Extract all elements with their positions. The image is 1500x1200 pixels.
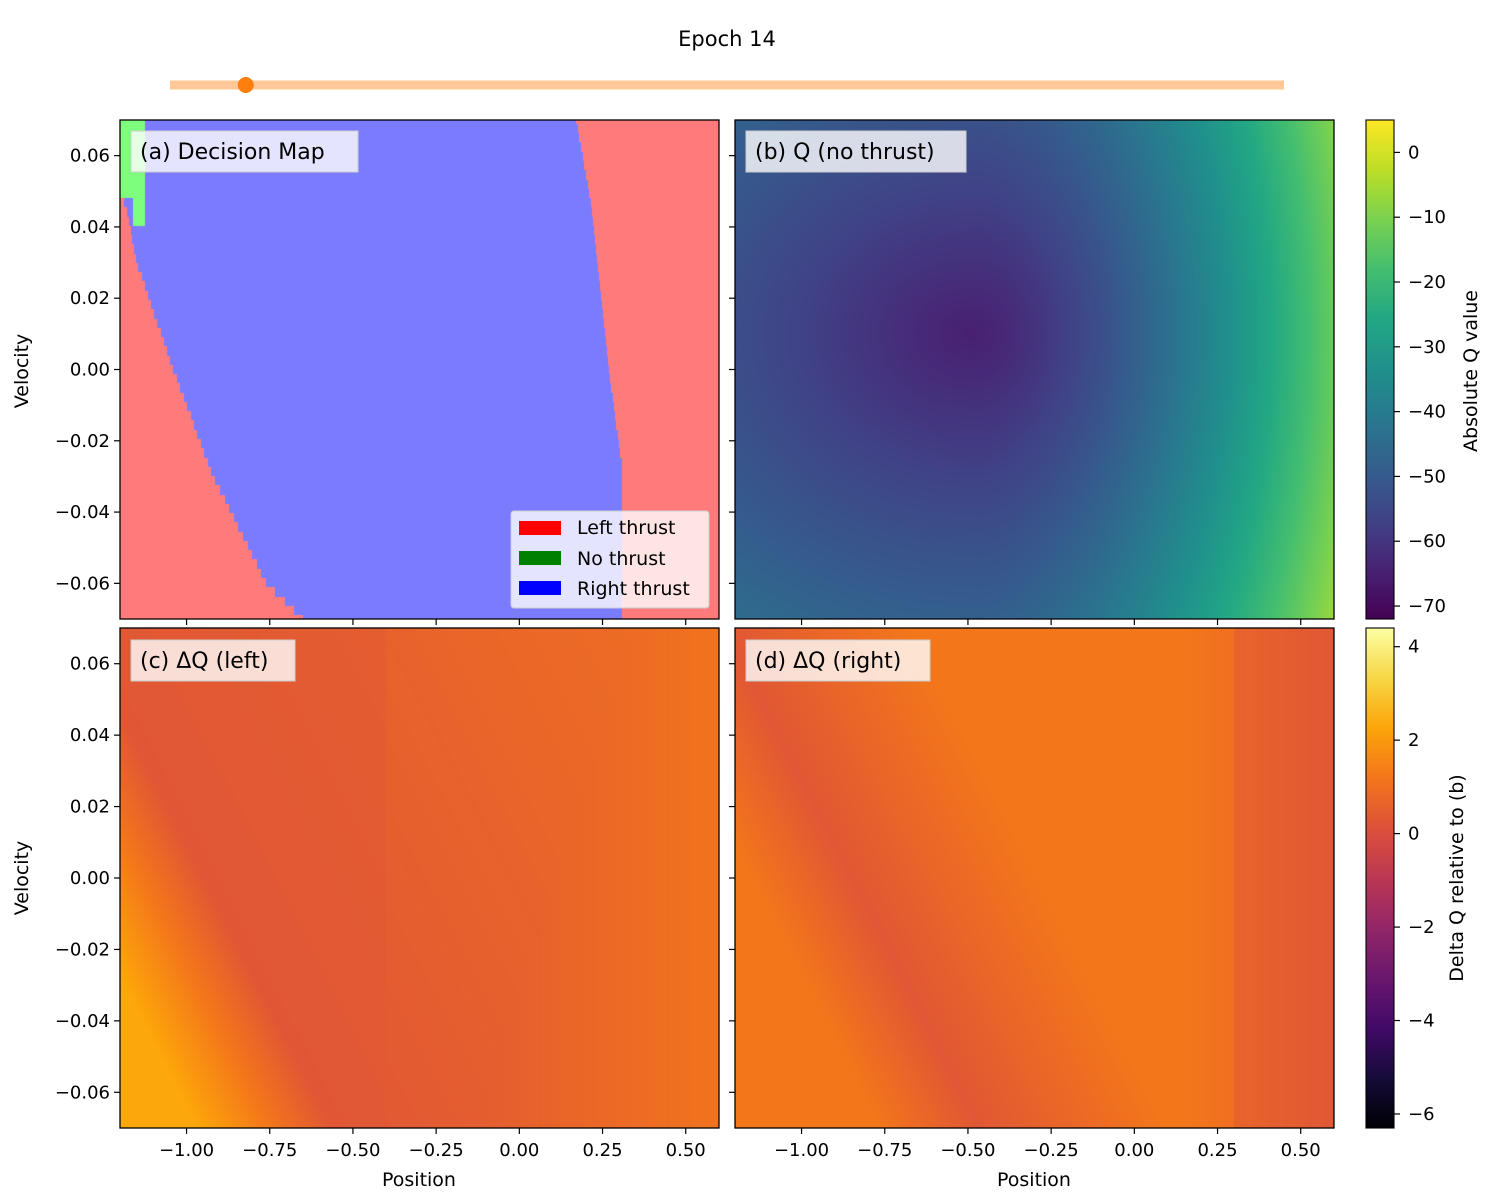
colorbar-absolute-label: Absolute Q value [1460, 290, 1482, 452]
panel-b-image [735, 120, 1334, 619]
legend-swatch-left [519, 521, 561, 535]
y-axis-label-top: Velocity [11, 334, 33, 409]
x-tick-label: 0.00 [1114, 1140, 1154, 1161]
x-tick-label: −0.50 [940, 1140, 995, 1161]
y-tick-label: −0.04 [55, 1011, 110, 1032]
y-tick-label: 0.06 [70, 146, 110, 167]
panel-d-title-box: (d) ΔQ (right) [745, 639, 931, 682]
colorbar-tick-label: 2 [1408, 730, 1419, 751]
x-tick-label: −1.00 [774, 1140, 829, 1161]
y-tick-label: 0.02 [70, 288, 110, 309]
y-tick-label: 0.00 [70, 868, 110, 889]
x-tick-label: 0.25 [582, 1140, 622, 1161]
x-axis-label-right: Position [997, 1169, 1071, 1191]
y-tick-label: −0.02 [55, 431, 110, 452]
y-tick-label: −0.02 [55, 939, 110, 960]
x-tick-label: 0.00 [499, 1140, 539, 1161]
colorbar-tick-label: −2 [1408, 917, 1435, 938]
legend-label-right: Right thrust [577, 578, 690, 600]
legend-label-none: No thrust [577, 548, 666, 570]
panel-c-title-box: (c) ΔQ (left) [130, 639, 296, 682]
x-tick-label: −0.50 [325, 1140, 380, 1161]
colorbar-tick-label: −10 [1408, 207, 1446, 228]
colorbar-tick-label: −30 [1408, 337, 1446, 358]
epoch-title: Epoch 14 [678, 27, 776, 51]
y-tick-label: 0.06 [70, 654, 110, 675]
x-tick-label: 0.25 [1197, 1140, 1237, 1161]
colorbar-tick-label: −20 [1408, 272, 1446, 293]
legend-label-left: Left thrust [577, 517, 675, 539]
x-tick-label: −0.25 [409, 1140, 464, 1161]
y-tick-label: 0.02 [70, 797, 110, 818]
colorbar-tick-label: −4 [1408, 1011, 1435, 1032]
panel-a-title: (a) Decision Map [140, 140, 325, 165]
colorbar-delta-frame [1365, 627, 1395, 1129]
colorbar-delta-image [1366, 628, 1394, 1128]
y-tick-label: −0.04 [55, 502, 110, 523]
colorbar-absolute-image [1366, 120, 1394, 619]
colorbar-tick-label: 4 [1408, 637, 1419, 658]
y-axis-label-bottom: Velocity [11, 841, 33, 916]
panel-d-title: (d) ΔQ (right) [755, 649, 901, 674]
x-axis-label-left: Position [382, 1169, 456, 1191]
panel-d-image [735, 628, 1334, 1128]
colorbar-tick-label: −40 [1408, 402, 1446, 423]
axis-ticks: 0.06 0.04 0.02 0.00 −0.02 −0.04 −0.06 −1.00 −0.7… [55, 142, 1446, 1161]
x-tick-label: 0.50 [1281, 1140, 1321, 1161]
colorbar-tick-label: −70 [1408, 596, 1446, 617]
x-tick-label: −0.25 [1024, 1140, 1079, 1161]
colorbar-tick-label: −50 [1408, 466, 1446, 487]
colorbar-absolute-frame [1365, 119, 1395, 620]
colorbar-delta-label: Delta Q relative to (b) [1446, 774, 1468, 981]
legend-swatch-right [519, 581, 561, 595]
colorbar-tick-label: −6 [1408, 1104, 1435, 1125]
colorbar-tick-label: 0 [1408, 824, 1419, 845]
y-tick-label: 0.00 [70, 360, 110, 381]
panel-b-title: (b) Q (no thrust) [755, 140, 935, 165]
panel-a-title-box: (a) Decision Map [130, 130, 359, 173]
y-tick-label: −0.06 [55, 573, 110, 594]
x-tick-label: −0.75 [857, 1140, 912, 1161]
colorbar-tick-label: 0 [1408, 142, 1419, 163]
epoch-slider[interactable] [170, 77, 1284, 93]
legend-swatch-none [519, 551, 561, 565]
x-tick-label: 0.50 [666, 1140, 706, 1161]
y-tick-label: 0.04 [70, 217, 110, 238]
x-tick-label: −1.00 [159, 1140, 214, 1161]
y-tick-label: 0.04 [70, 725, 110, 746]
decision-legend: Left thrust No thrust Right thrust [510, 510, 710, 609]
panel-c-title: (c) ΔQ (left) [140, 649, 268, 674]
x-tick-label: −0.75 [242, 1140, 297, 1161]
colorbar-tick-label: −60 [1408, 531, 1446, 552]
panel-c-image [120, 628, 719, 1128]
y-tick-label: −0.06 [55, 1082, 110, 1103]
panel-b-title-box: (b) Q (no thrust) [745, 130, 967, 173]
slider-knob[interactable] [237, 77, 254, 93]
